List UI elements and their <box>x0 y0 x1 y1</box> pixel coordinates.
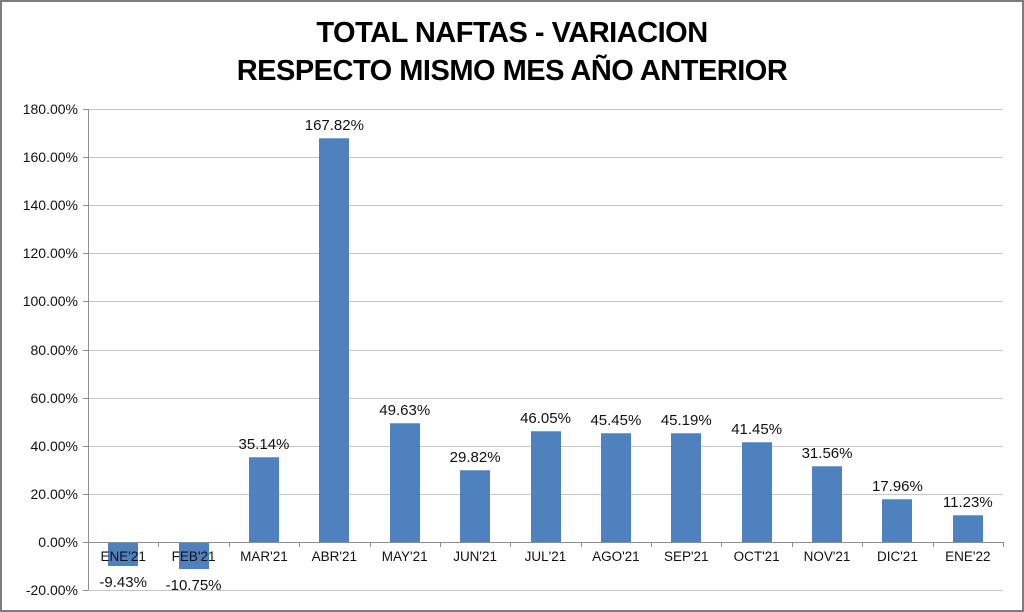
y-axis-tick <box>83 541 88 543</box>
y-axis-label: 140.00% <box>22 197 78 214</box>
bar-DIC'21 <box>882 498 913 543</box>
y-axis-tick <box>83 590 88 591</box>
category-label: JUL'21 <box>524 549 567 564</box>
bar-ABR'21 <box>319 138 350 543</box>
data-label: 31.56% <box>801 444 853 462</box>
data-label: -9.43% <box>99 573 147 591</box>
chart-title-block: TOTAL NAFTAS - VARIACION RESPECTO MISMO … <box>0 14 1024 90</box>
category-label: MAY'21 <box>381 549 428 564</box>
y-axis-label: 180.00% <box>22 101 78 117</box>
data-label: 29.82% <box>449 449 501 467</box>
x-axis-tick <box>228 541 230 547</box>
data-label: 46.05% <box>520 410 571 428</box>
bar-JUN'21 <box>460 470 491 543</box>
y-axis-tick <box>83 397 88 399</box>
category-label: JUN'21 <box>453 549 498 564</box>
bar-MAY'21 <box>389 422 420 543</box>
chart-title: TOTAL NAFTAS - VARIACION <box>316 17 708 49</box>
x-axis-tick <box>791 541 793 547</box>
category-label: OCT'21 <box>733 549 780 564</box>
gridline <box>88 397 1003 399</box>
data-label: 41.45% <box>731 421 783 439</box>
x-axis-tick <box>439 541 441 547</box>
x-axis-tick <box>721 541 723 547</box>
category-label: AGO'21 <box>592 549 640 564</box>
data-label: 17.96% <box>871 477 923 495</box>
x-axis-tick <box>369 541 371 547</box>
data-label: 11.23% <box>942 493 993 511</box>
x-axis-tick <box>510 541 512 547</box>
gridline <box>88 109 1003 110</box>
data-label: 45.45% <box>590 411 642 429</box>
y-axis-tick <box>83 109 88 110</box>
x-axis-tick <box>158 541 160 547</box>
x-axis-tick <box>932 541 934 547</box>
category-label: ENE'22 <box>945 549 991 564</box>
chart-subtitle: RESPECTO MISMO MES AÑO ANTERIOR <box>236 55 788 87</box>
bar-JUL'21 <box>530 431 561 543</box>
bar-MAR'21 <box>248 457 279 543</box>
category-label: ABR'21 <box>311 549 357 564</box>
bar-OCT'21 <box>741 442 772 543</box>
y-axis-tick <box>83 253 88 255</box>
x-axis-tick <box>862 541 864 547</box>
x-axis-tick <box>299 541 301 547</box>
data-label: 49.63% <box>379 401 431 419</box>
data-label: 167.82% <box>304 117 364 135</box>
gridline <box>88 253 1003 255</box>
data-label: -10.75% <box>165 576 222 594</box>
category-label: MAR'21 <box>240 549 288 564</box>
y-axis-label: -20.00% <box>25 582 78 598</box>
y-axis-tick <box>83 301 88 303</box>
y-axis-tick <box>83 493 88 495</box>
x-axis-tick <box>580 541 582 547</box>
bar-ENE'22 <box>952 514 983 543</box>
y-axis-label: 40.00% <box>30 437 78 454</box>
bar-FEB'21 <box>178 542 209 569</box>
data-label: 35.14% <box>238 436 290 454</box>
data-label: 45.19% <box>660 412 712 430</box>
y-axis-label: 0.00% <box>38 533 78 550</box>
category-label: FEB'21 <box>171 549 216 564</box>
y-axis-label: 20.00% <box>30 485 78 502</box>
y-axis-label: 60.00% <box>30 389 78 406</box>
gridline <box>88 301 1003 303</box>
category-label: DIC'21 <box>876 549 918 564</box>
y-axis-label: 160.00% <box>22 149 78 166</box>
gridline <box>88 349 1003 351</box>
bar-SEP'21 <box>671 433 702 543</box>
x-axis-tick <box>88 541 89 547</box>
y-axis-label: 100.00% <box>22 293 78 310</box>
y-axis-tick <box>83 445 88 447</box>
y-axis-label: 120.00% <box>22 245 78 262</box>
category-label: ENE'21 <box>100 549 146 564</box>
x-axis-tick <box>1003 541 1004 547</box>
bar-ENE'21 <box>108 542 139 566</box>
x-axis-line <box>88 541 1003 543</box>
bar-NOV'21 <box>812 465 843 543</box>
y-axis-tick <box>83 205 88 207</box>
bar-AGO'21 <box>600 432 631 543</box>
category-label: NOV'21 <box>803 549 851 564</box>
x-axis-tick <box>651 541 653 547</box>
y-axis-tick <box>83 349 88 351</box>
category-label: SEP'21 <box>663 549 709 564</box>
y-axis-line <box>88 109 89 590</box>
gridline <box>88 157 1003 159</box>
gridline <box>88 590 1003 591</box>
gridline <box>88 205 1003 207</box>
y-axis-tick <box>83 157 88 159</box>
y-axis-label: 80.00% <box>30 341 78 358</box>
